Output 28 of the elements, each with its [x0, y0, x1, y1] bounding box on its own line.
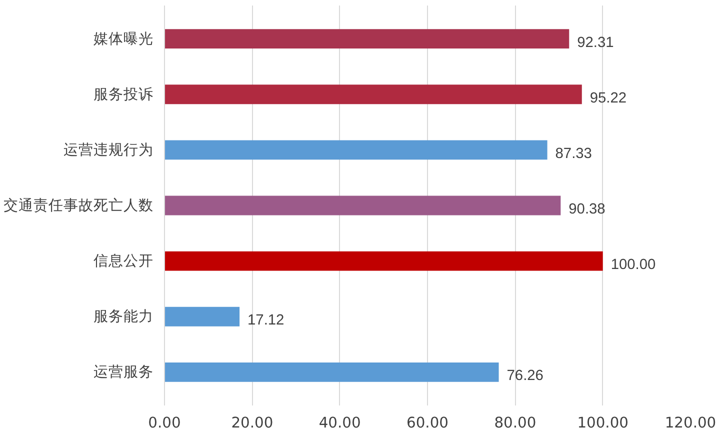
data-label: 100.00: [610, 257, 656, 274]
y-tick-label: 信息公开: [94, 252, 154, 270]
bar: [164, 29, 570, 49]
y-tick-label: 运营服务: [94, 364, 154, 381]
x-tick-label: 20.00: [231, 414, 274, 432]
bar: [164, 362, 499, 382]
x-tick-label: 100.00: [577, 414, 628, 432]
x-tick-label: 40.00: [318, 414, 361, 432]
y-tick-label: 服务投诉: [94, 86, 154, 103]
data-label: 87.33: [555, 146, 592, 162]
data-label: 76.26: [506, 368, 544, 384]
bar: [164, 140, 548, 160]
data-label: 95.22: [590, 90, 627, 106]
y-tick-label: 媒体曝光: [94, 30, 154, 48]
bar: [164, 196, 561, 216]
bar: [164, 251, 603, 271]
x-tick-label: 60.00: [406, 414, 448, 432]
y-tick-label: 交通责任事故死亡人数: [4, 197, 154, 214]
bar: [164, 306, 240, 326]
data-label: 90.38: [568, 202, 606, 218]
bar: [164, 84, 582, 104]
y-tick-label: 服务能力: [94, 308, 154, 326]
x-tick-label: 120.00: [664, 414, 716, 432]
y-tick-label: 运营违规行为: [64, 141, 154, 158]
data-label: 17.12: [248, 312, 284, 329]
x-tick-label: 80.00: [494, 414, 536, 432]
x-tick-label: 0.00: [148, 414, 181, 432]
data-label: 92.31: [577, 34, 614, 51]
